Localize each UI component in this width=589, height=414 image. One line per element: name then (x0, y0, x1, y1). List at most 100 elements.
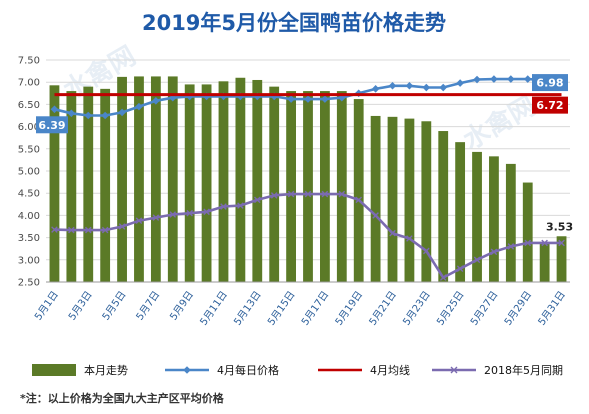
x-tick-label: 5月17日 (299, 289, 331, 328)
legend-label: 2018年5月同期 (484, 363, 563, 377)
line-point (372, 212, 379, 219)
line-point (355, 196, 363, 204)
bar (235, 77, 246, 282)
bar (167, 76, 178, 282)
line-point (186, 209, 193, 217)
line-point (287, 95, 295, 103)
bar (336, 91, 347, 282)
avg-line-label: 6.72 (536, 99, 563, 112)
line-point (456, 79, 464, 87)
line-point (101, 226, 109, 234)
line-point (219, 92, 228, 101)
line-point (135, 102, 143, 111)
legend-marker (183, 366, 191, 374)
bar (117, 76, 127, 282)
line-point (118, 108, 126, 117)
line-point (253, 196, 261, 204)
line-point (84, 111, 93, 120)
line-point (50, 105, 59, 114)
line-point (490, 248, 498, 256)
legend-label: 本月走势 (84, 363, 128, 377)
x-tick-label: 5月13日 (231, 289, 263, 328)
end-bar-label: 3.53 (546, 220, 573, 233)
bar (353, 99, 364, 283)
line-point (84, 226, 92, 234)
bar (269, 86, 280, 282)
x-tick-label: 5月1日 (32, 289, 61, 323)
bar (83, 86, 94, 282)
bar (201, 84, 212, 282)
line-point (423, 247, 430, 255)
bar (505, 163, 516, 282)
line-point (473, 256, 481, 264)
watermark-right: 水禽网 (458, 90, 541, 156)
line-point (389, 229, 396, 237)
line-point (507, 243, 515, 250)
line-point (422, 83, 431, 92)
legend-swatch (32, 364, 76, 376)
line-point (406, 235, 413, 242)
line-point (473, 75, 481, 84)
line-point (236, 92, 245, 101)
line-point (51, 226, 58, 233)
legend: 本月走势 4月每日价格 4月均线 2018年5月同期 (32, 363, 563, 377)
x-tick-label: 5月27日 (468, 289, 500, 328)
x-tick-label: 5月15日 (265, 289, 297, 328)
y-tick-label: 2.50 (18, 278, 40, 289)
x-tick-label: 5月9日 (168, 289, 197, 323)
y-tick-label: 5.00 (18, 167, 40, 178)
line-point (202, 92, 211, 101)
x-tick-label: 5月21日 (367, 289, 399, 328)
bar (286, 91, 296, 282)
line-point (439, 83, 448, 92)
bar (472, 151, 482, 282)
bar (387, 116, 398, 282)
y-tick-label: 6.50 (18, 100, 40, 111)
start-line-label-box (36, 116, 68, 134)
x-tick-label: 5月11日 (198, 289, 230, 328)
line-point (135, 217, 143, 225)
bar (556, 236, 567, 282)
line-point (439, 274, 447, 281)
line-point (523, 75, 532, 83)
line-point (220, 203, 227, 210)
line-point (524, 239, 532, 247)
bar (438, 131, 449, 282)
y-tick-label: 7.50 (18, 56, 40, 67)
y-tick-label: 3.50 (18, 233, 40, 244)
line-series (50, 75, 566, 281)
bar (66, 91, 77, 282)
x-tick-label: 5月23日 (401, 289, 433, 328)
legend-marker (450, 366, 458, 374)
x-tick-label: 5月19日 (333, 289, 365, 328)
y-tick-label: 3.00 (18, 255, 40, 266)
bar (421, 121, 432, 282)
x-tick-label: 5月3日 (66, 289, 95, 323)
bar (252, 79, 263, 282)
bar (218, 81, 229, 282)
line-point (541, 239, 548, 247)
end-line-label: 6.98 (536, 77, 563, 90)
line-point (270, 192, 278, 199)
x-tick-label: 5月5日 (100, 289, 129, 323)
line-point (321, 190, 329, 198)
y-tick-label: 7.00 (18, 78, 40, 89)
line-point (388, 81, 397, 90)
bar (404, 118, 415, 282)
line-point (203, 208, 210, 216)
y-axis: 2.50 3.00 3.50 4.00 4.50 5.00 5.50 6.00 6.50 7.00… (18, 56, 40, 289)
line-point (371, 85, 380, 93)
line-point (558, 239, 565, 247)
bar (100, 88, 111, 282)
bar (489, 156, 499, 282)
footnote: *注：以上价格为全国九大主产区平均价格 (20, 391, 225, 405)
y-tick-label: 4.50 (18, 189, 40, 200)
x-tick-label: 5月31日 (536, 289, 568, 328)
x-tick-label: 5月29日 (502, 289, 534, 328)
bar (49, 85, 60, 282)
x-tick-label: 5月7日 (134, 289, 163, 323)
line-point (118, 223, 126, 230)
line-point (287, 190, 295, 198)
y-tick-label: 6.00 (18, 122, 40, 133)
bar (150, 76, 161, 282)
